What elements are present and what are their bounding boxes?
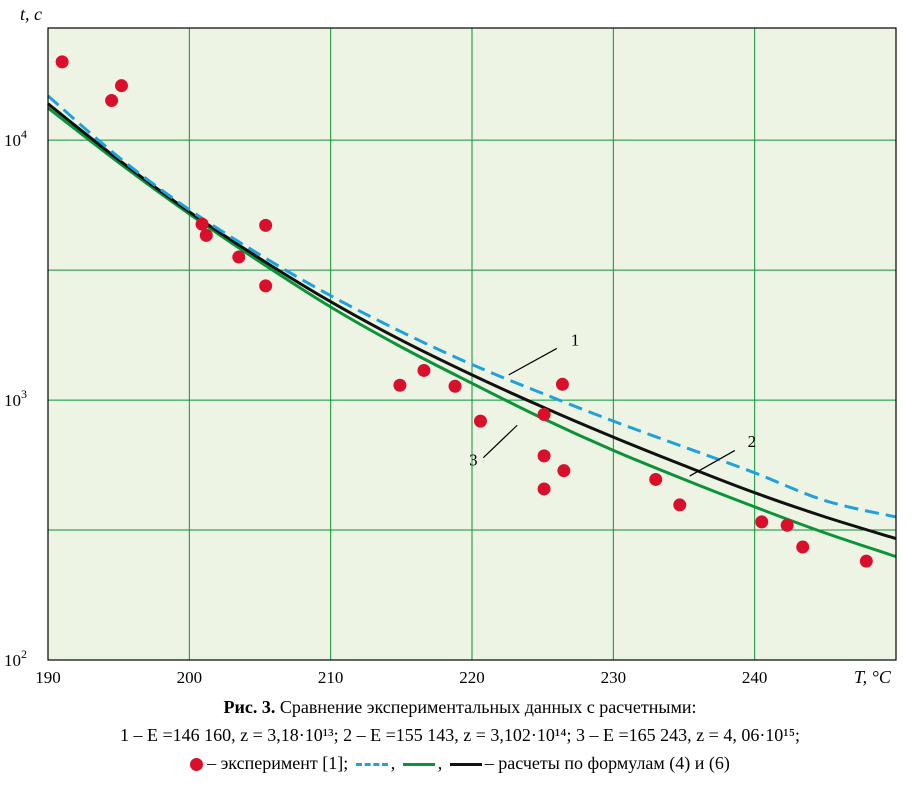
experiment-point bbox=[448, 379, 462, 393]
series-line-1 bbox=[47, 94, 897, 519]
experiment-point bbox=[673, 498, 687, 512]
scatter-points bbox=[55, 55, 873, 568]
legend-calc-label: – расчеты по формулам (4) и (6) bbox=[484, 753, 730, 773]
y-tick-exponent: 4 bbox=[21, 127, 27, 141]
experiment-point bbox=[259, 279, 273, 293]
experiment-point bbox=[537, 407, 551, 421]
experiment-point bbox=[537, 449, 551, 463]
experiment-point bbox=[537, 482, 551, 496]
experiment-point bbox=[105, 94, 119, 108]
annotation-leader-3 bbox=[482, 424, 518, 459]
caption-parameters: 1 – E =146 160, z = 3,18·10¹³; 2 – E =15… bbox=[120, 725, 800, 745]
experiment-point bbox=[755, 515, 769, 529]
experiment-point bbox=[649, 472, 663, 486]
caption-title: Рис. 3. Сравнение экспериментальных данн… bbox=[0, 695, 920, 719]
experiment-point bbox=[555, 377, 569, 391]
experiment-point bbox=[195, 217, 209, 231]
experiment-point bbox=[796, 540, 810, 554]
annotation-leader-2 bbox=[689, 449, 736, 477]
y-tick-label: 102 bbox=[4, 647, 27, 670]
y-tick-label: 103 bbox=[4, 387, 27, 410]
experiment-point bbox=[259, 218, 273, 232]
caption-figure-number: Рис. 3. bbox=[223, 697, 276, 717]
experiment-point bbox=[780, 518, 794, 532]
x-tick-label: 220 bbox=[459, 668, 485, 687]
x-tick-label: 230 bbox=[601, 668, 627, 687]
annotations: 1 2 3 bbox=[469, 331, 757, 477]
y-tick-base: 10 bbox=[4, 131, 21, 150]
experiment-point bbox=[557, 464, 571, 478]
legend-line-3 bbox=[449, 763, 482, 767]
experiment-point bbox=[114, 79, 128, 93]
legend-experiment-marker bbox=[190, 758, 204, 772]
legend-line-1 bbox=[355, 763, 388, 767]
y-tick-label: 104 bbox=[4, 127, 27, 150]
legend-line-2 bbox=[402, 763, 435, 767]
x-axis-label: T, °C bbox=[854, 667, 892, 687]
series-line-2 bbox=[47, 106, 897, 559]
experiment-point bbox=[393, 378, 407, 392]
legend-separator-1: , bbox=[390, 753, 396, 773]
x-tick-label: 210 bbox=[318, 668, 344, 687]
y-tick-base: 10 bbox=[4, 391, 21, 410]
y-tick-exponent: 2 bbox=[21, 647, 27, 661]
experiment-point bbox=[232, 250, 246, 264]
x-tick-label: 240 bbox=[742, 668, 768, 687]
annotation-leader-1 bbox=[508, 347, 558, 376]
curves bbox=[47, 94, 897, 559]
experiment-point bbox=[473, 414, 487, 428]
experiment-point bbox=[199, 228, 213, 242]
series-line-3 bbox=[47, 102, 897, 541]
experiment-point bbox=[859, 554, 873, 568]
x-tick-label: 190 bbox=[35, 668, 61, 687]
legend-experiment-label: – эксперимент [1]; bbox=[207, 753, 349, 773]
annotation-label-2: 2 bbox=[748, 432, 757, 451]
experiment-point bbox=[55, 55, 69, 69]
y-axis-label: t, c bbox=[20, 4, 42, 24]
annotation-label-3: 3 bbox=[469, 451, 478, 470]
caption-title-text: Сравнение экспериментальных данных с рас… bbox=[279, 697, 697, 717]
y-tick-exponent: 3 bbox=[21, 387, 27, 401]
x-tick-label: 200 bbox=[177, 668, 203, 687]
annotation-label-1: 1 bbox=[571, 331, 580, 350]
experiment-point bbox=[417, 363, 431, 377]
legend-separator-2: , bbox=[437, 753, 443, 773]
y-tick-base: 10 bbox=[4, 651, 21, 670]
caption-legend: – эксперимент [1]; , , – расчеты по форм… bbox=[0, 751, 920, 775]
plot-frame bbox=[47, 27, 897, 661]
